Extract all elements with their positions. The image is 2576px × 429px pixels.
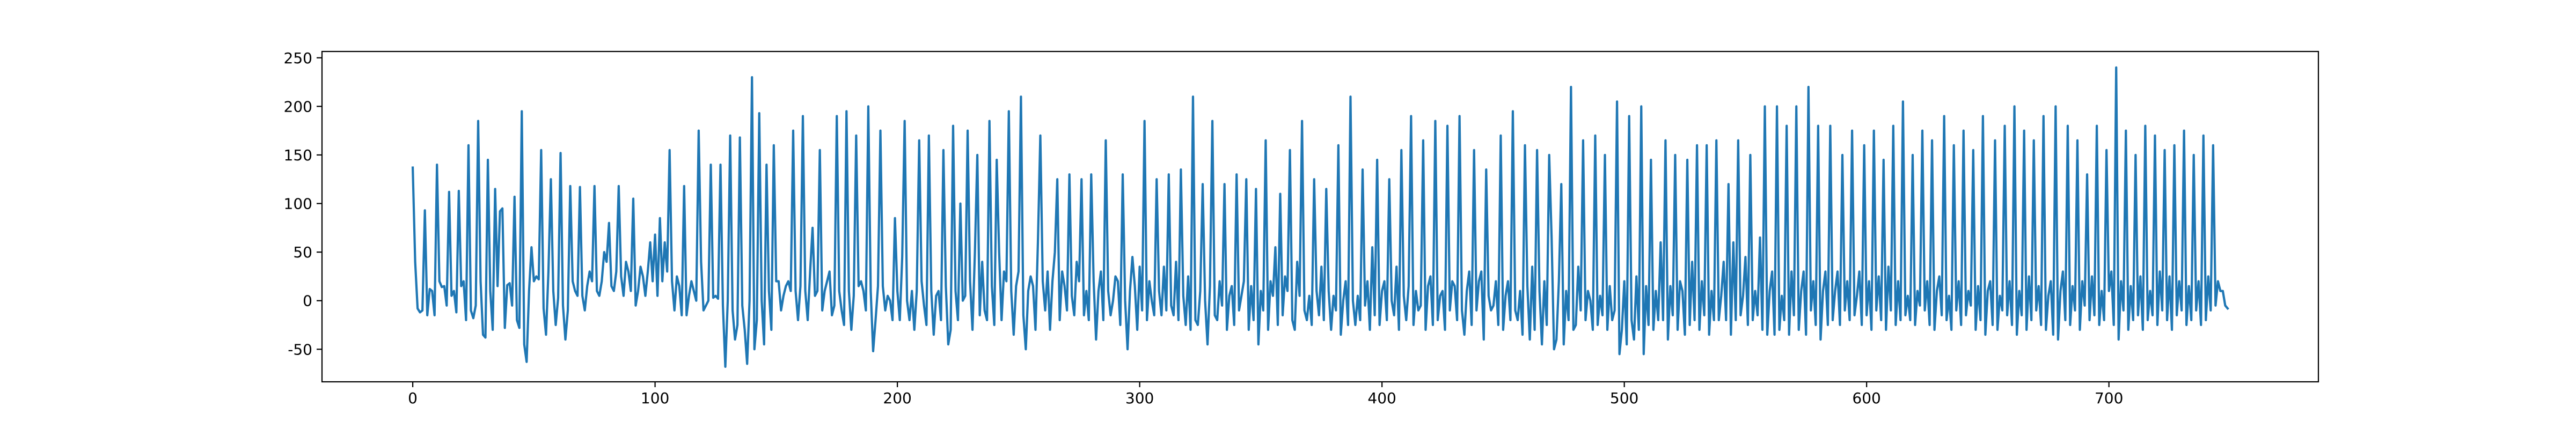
- y-tick-label: 200: [284, 98, 312, 115]
- x-tick-label: 300: [1125, 389, 1154, 407]
- x-tick-label: 700: [2095, 389, 2123, 407]
- axes-frame: [321, 50, 2319, 383]
- y-tick-label: 250: [284, 49, 312, 67]
- y-tick-label: -50: [288, 341, 312, 358]
- x-tick-label: 600: [1852, 389, 1880, 407]
- y-tick-label: 50: [293, 243, 312, 261]
- y-tick-label: 0: [303, 292, 312, 310]
- x-tick-label: 100: [641, 389, 669, 407]
- x-tick-label: 0: [408, 389, 418, 407]
- y-tick-label: 100: [284, 195, 312, 213]
- x-tick-label: 400: [1367, 389, 1396, 407]
- data-line: [411, 66, 2229, 368]
- x-tick-label: 200: [883, 389, 911, 407]
- y-tick-label: 150: [284, 146, 312, 164]
- x-tick-label: 500: [1610, 389, 1638, 407]
